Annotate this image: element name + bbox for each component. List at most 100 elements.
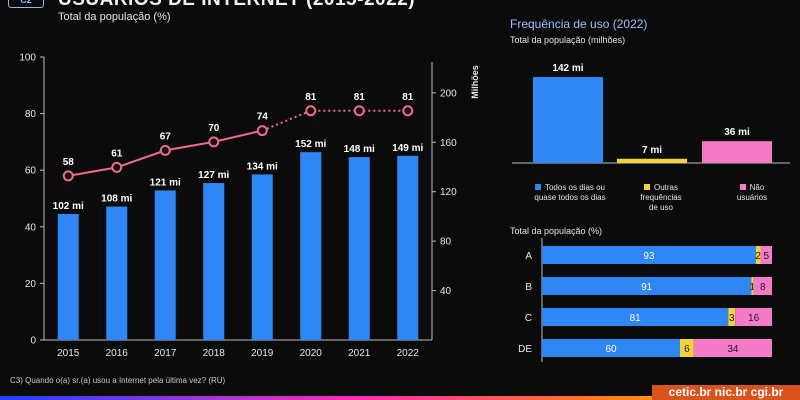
bar-label: 148 mi [344,144,375,155]
line-point-2016 [111,161,123,173]
bar-label: 152 mi [295,139,326,150]
line-point-2018 [208,136,220,148]
stacked-segment-label: 93 [643,251,655,262]
line-point-2017 [159,144,171,156]
stacked-segment [755,246,761,264]
x-tick-label: 2018 [203,348,226,359]
stacked-row-label: DE [518,344,532,355]
x-tick-label: 2015 [57,348,80,359]
bar-2020 [300,152,322,340]
right-y-axis-label: Milhões [470,65,480,99]
stacked-chart-title: Total da população (%) [510,226,603,236]
stacked-segment-label: 16 [748,313,760,324]
stacked-segment [728,308,736,326]
line-point-label: 74 [257,112,269,123]
legend-text: frequências [640,193,682,202]
bar-2018 [203,183,225,340]
frequency-bar [533,77,603,163]
stacked-segment-label: 1 [750,282,756,293]
stacked-segment-label: 2 [755,251,761,262]
population-line-dashed [261,109,408,132]
frequency-chart-subtitle: Total da população (milhões) [510,35,626,45]
stacked-segment [542,246,756,264]
right-y-tick-label: 120 [440,187,457,198]
line-point-label: 70 [208,123,220,134]
bar-2019 [251,174,273,340]
x-tick-label: 2019 [251,348,274,359]
legend-line: usuários [722,193,782,203]
legend-text: Outras [653,183,678,192]
stacked-row-label: C [525,313,532,324]
stacked-segment-label: 8 [760,282,766,293]
stacked-segment [542,277,752,295]
legend-text: Todos os dias ou [544,183,606,192]
bar-2016 [106,206,128,340]
right-y-tick-label: 200 [440,88,457,99]
legend-line: quase todos os dias [524,193,616,203]
legend-line: frequências [618,193,704,203]
legend-text: usuários [736,193,768,202]
bar-2015 [57,213,79,340]
frequency-bar-label: 142 mi [552,63,583,74]
x-tick-label: 2017 [154,348,177,359]
x-tick-label: 2016 [106,348,129,359]
footer-links[interactable]: cetic.br nic.br cgi.br [652,385,800,400]
left-y-tick-label: 100 [19,53,36,64]
legend-item: Outras frequências de uso [618,183,704,213]
footer-color-strip [0,396,800,400]
x-tick-label: 2020 [300,348,323,359]
bar-label: 134 mi [247,161,278,172]
stacked-row-label: A [525,251,532,262]
stacked-segment [693,339,772,357]
left-y-tick-label: 0 [30,336,36,347]
chart-badge: C2 [8,0,44,8]
bar-2022 [397,155,419,340]
line-point-label: 81 [354,92,366,103]
bar-label: 149 mi [392,143,423,154]
line-point-2022 [402,105,414,117]
right-y-tick-label: 80 [440,237,452,248]
stacked-segment-label: 34 [727,344,739,355]
bar-label: 102 mi [53,201,84,212]
frequency-bar [702,141,772,163]
right-y-tick-label: 160 [440,138,457,149]
legend-swatch [534,184,541,190]
legend-line: Outras [618,183,704,193]
bar-label: 108 mi [101,194,132,205]
frequency-bar-label: 36 mi [724,127,750,138]
legend-swatch [643,184,650,190]
line-point-2015 [62,170,74,182]
left-y-tick-label: 60 [25,166,37,177]
legend-swatch [739,184,746,190]
stacked-segment [760,246,772,264]
legend-item: Não usuários [722,183,782,203]
right-y-tick-label: 40 [440,286,452,297]
stacked-segment-label: 60 [605,344,617,355]
legend-item: Todos os dias ou quase todos os dias [524,183,616,203]
legend-line: Não [722,183,782,193]
bar-2017 [154,190,176,340]
main-chart-subtitle: Total da população (%) [58,11,171,23]
stacked-segment-label: 81 [630,313,642,324]
legend-text: quase todos os dias [534,193,606,202]
stacked-segment [753,277,772,295]
stacked-row-label: B [525,282,532,293]
frequency-chart-title: Frequência de uso (2022) [510,17,648,31]
stacked-segment [542,339,680,357]
bar-label: 127 mi [198,170,229,181]
x-tick-label: 2022 [397,348,420,359]
stacked-segment [735,308,772,326]
line-point-label: 81 [402,92,414,103]
stacked-segment-label: 5 [763,251,769,262]
line-point-2020 [305,105,317,117]
left-y-tick-label: 80 [25,109,37,120]
stacked-segment-label: 3 [729,313,735,324]
frequency-bar-label: 7 mi [642,145,662,156]
stacked-segment-label: 6 [684,344,690,355]
stacked-segment-label: 91 [641,282,653,293]
line-point-label: 81 [305,92,317,103]
stacked-segment [542,308,729,326]
line-point-2021 [353,105,365,117]
legend-text: Não [749,183,765,192]
